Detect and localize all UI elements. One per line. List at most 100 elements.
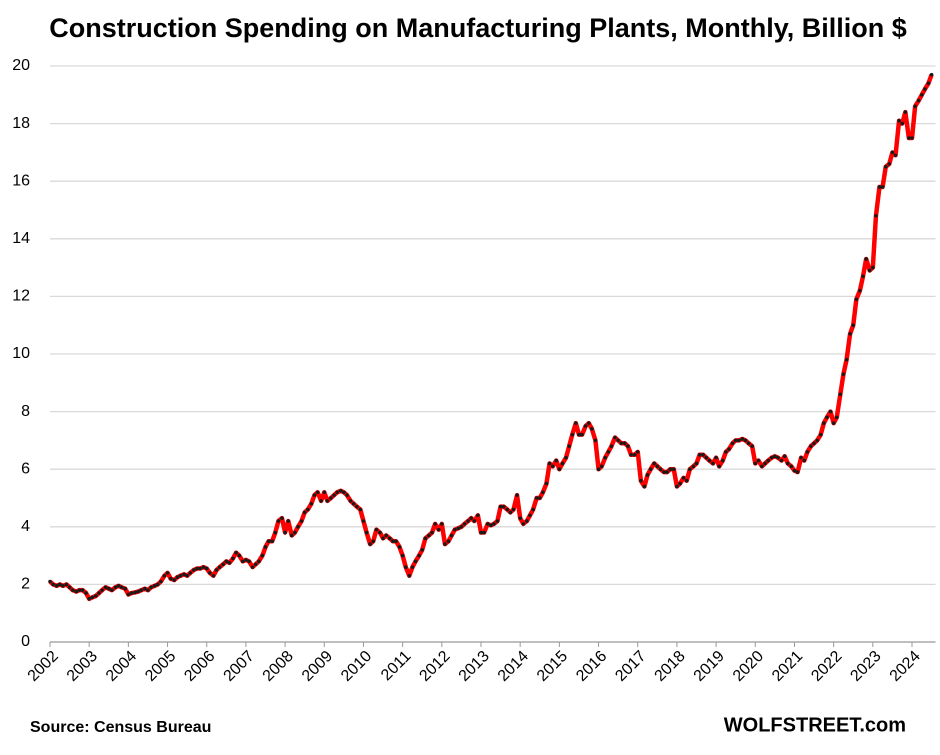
data-point [871, 265, 875, 270]
data-point [652, 461, 656, 466]
data-point [658, 467, 663, 472]
data-point [430, 530, 434, 535]
y-tick-label: 18 [12, 115, 30, 132]
data-point [792, 468, 797, 473]
data-point [345, 493, 349, 497]
data-point [302, 510, 307, 515]
data-point [227, 561, 232, 565]
x-tick-label: 2009 [299, 648, 336, 685]
data-point [165, 571, 170, 575]
data-point [776, 455, 780, 460]
data-point [642, 484, 647, 489]
data-point [799, 455, 803, 460]
data-point [844, 357, 849, 362]
data-point [266, 539, 271, 543]
data-point [564, 455, 568, 460]
data-point [851, 323, 856, 328]
data-point [874, 213, 878, 218]
data-point [351, 501, 356, 506]
data-point [488, 523, 493, 528]
data-point [861, 274, 865, 279]
data-line [48, 73, 934, 602]
data-point [466, 519, 470, 523]
data-point [456, 526, 461, 531]
data-point [139, 588, 144, 592]
data-point [231, 556, 235, 561]
data-point [773, 454, 777, 459]
data-point [586, 421, 591, 425]
data-point [54, 584, 59, 588]
data-point [750, 444, 754, 448]
x-tick-label: 2020 [730, 648, 767, 685]
data-point [753, 461, 758, 466]
data-point [342, 490, 346, 495]
data-point [688, 467, 692, 472]
data-point [482, 530, 486, 535]
data-point [534, 496, 539, 500]
y-tick-label: 16 [12, 172, 30, 189]
x-tick-label: 2002 [25, 648, 62, 685]
data-point [329, 496, 333, 500]
data-point [70, 588, 75, 592]
data-point [580, 432, 584, 437]
data-point [583, 424, 588, 428]
data-point [567, 444, 571, 448]
data-point [214, 568, 219, 572]
data-point [528, 513, 532, 518]
data-point [645, 473, 650, 477]
data-point [760, 464, 764, 469]
x-tick-label: 2017 [612, 648, 649, 685]
data-point [103, 585, 108, 590]
data-point [746, 441, 751, 446]
data-point [495, 519, 500, 523]
data-point [195, 566, 199, 571]
data-point [802, 458, 807, 463]
data-point [864, 257, 868, 261]
data-point [537, 496, 542, 500]
data-point [929, 72, 934, 77]
x-tick-label: 2006 [181, 648, 218, 685]
data-point [182, 572, 186, 577]
data-point [707, 458, 712, 463]
data-point [714, 455, 718, 460]
data-point [387, 536, 392, 541]
data-point [312, 493, 317, 497]
data-point [668, 467, 673, 472]
data-point [319, 499, 323, 503]
data-point [838, 392, 843, 397]
data-point [436, 527, 441, 532]
data-point [671, 467, 676, 472]
data-point [371, 539, 376, 543]
data-point [244, 558, 248, 562]
data-point [883, 165, 888, 169]
data-point [848, 332, 852, 336]
data-point [378, 530, 382, 535]
data-point [900, 121, 905, 126]
data-point [410, 565, 415, 569]
data-point [469, 516, 474, 520]
data-point [397, 545, 402, 549]
data-point [250, 565, 255, 569]
data-point [185, 573, 189, 578]
data-point [178, 573, 183, 578]
data-point [260, 553, 265, 558]
data-point [635, 450, 640, 454]
data-point [400, 553, 405, 558]
data-point [354, 504, 359, 509]
data-point [887, 162, 892, 166]
data-point [211, 573, 216, 578]
data-point [48, 579, 52, 584]
data-point [283, 530, 287, 535]
data-point [903, 110, 908, 114]
data-point [459, 525, 464, 529]
y-tick-label: 20 [12, 57, 30, 74]
data-point [175, 575, 180, 579]
data-point [492, 522, 496, 526]
data-point [240, 559, 245, 564]
data-point [880, 185, 885, 189]
data-point [560, 461, 565, 466]
data-point [648, 467, 653, 472]
data-point [574, 421, 578, 425]
data-point [289, 533, 294, 538]
y-tick-label: 12 [12, 288, 30, 305]
